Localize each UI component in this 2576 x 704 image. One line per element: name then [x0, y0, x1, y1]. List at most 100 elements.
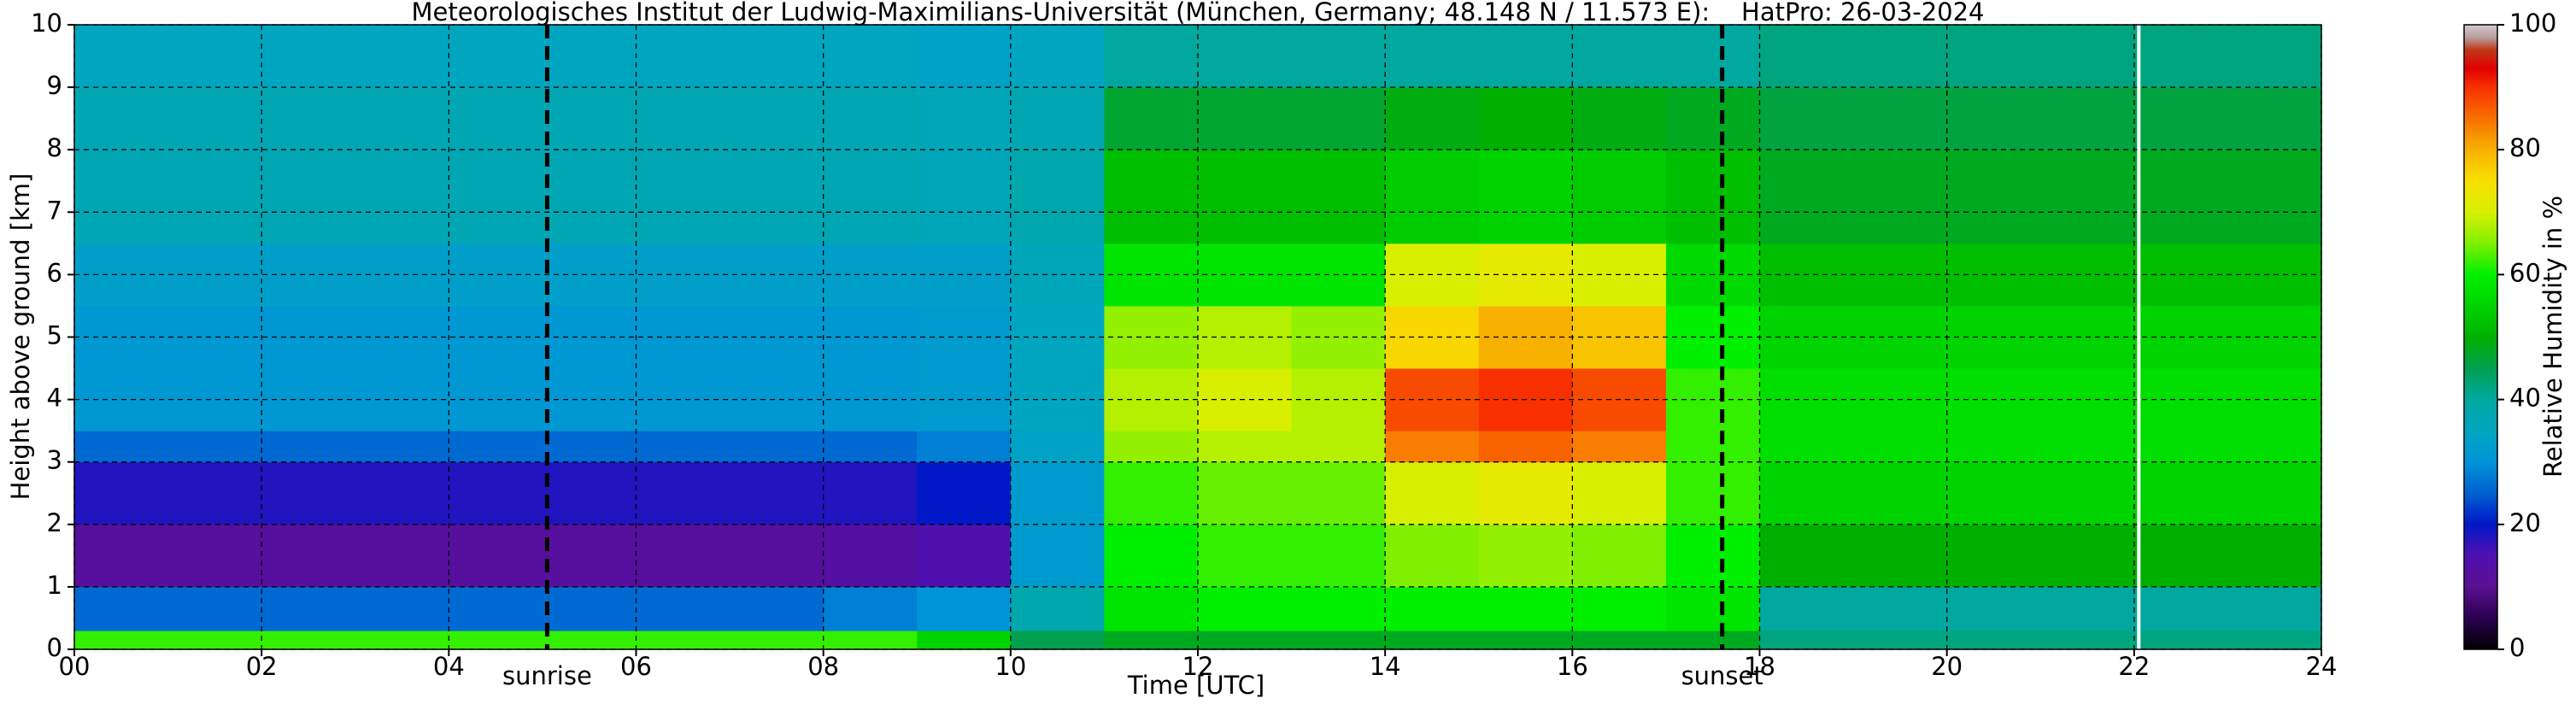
heatmap-cell [1385, 461, 1480, 525]
heatmap-cell [730, 461, 824, 525]
heatmap-cell [1385, 431, 1480, 463]
heatmap-cell [1010, 150, 1105, 244]
heatmap-cell [1853, 524, 1948, 588]
x-tick-label: 24 [2306, 652, 2338, 681]
heatmap-cell [1853, 87, 1948, 150]
heatmap-cell [1198, 586, 1293, 631]
heatmap-cell [823, 25, 918, 88]
x-axis-label: Time [UTC] [1127, 671, 1265, 700]
heatmap-cell [1853, 25, 1948, 88]
heatmap-cell [355, 431, 449, 463]
heatmap-cell [542, 631, 637, 650]
heatmap-cell [1946, 87, 2041, 150]
heatmap-cell [355, 631, 449, 650]
heatmap-cell [1478, 431, 1573, 463]
heatmap-cell [261, 524, 356, 588]
heatmap-cell [1853, 150, 1948, 244]
heatmap-cell [2040, 586, 2135, 631]
heatmap-cell [2227, 150, 2322, 244]
heatmap-cell [167, 87, 262, 150]
colorbar-tick-label: 80 [2509, 133, 2541, 162]
x-tick-label: 00 [59, 652, 91, 681]
heatmap-cell [2227, 431, 2322, 463]
y-tick-label: 6 [47, 258, 62, 287]
heatmap-cell [2040, 25, 2135, 88]
colorbar-tick-label: 60 [2509, 258, 2541, 287]
heatmap-cell [2040, 431, 2135, 463]
heatmap-cell [1946, 150, 2041, 244]
x-tick-label: 08 [807, 652, 839, 681]
heatmap-cell [542, 87, 637, 150]
heatmap-cell [1104, 631, 1199, 650]
heatmap-cell [1104, 87, 1199, 150]
heatmap-cell [2133, 586, 2228, 631]
heatmap-cell [74, 87, 169, 150]
heatmap-cell [1665, 25, 1760, 88]
heatmap-cell [1385, 25, 1480, 88]
heatmap-cell [74, 25, 169, 88]
heatmap-cell [1198, 150, 1293, 244]
heatmap-cell [2133, 524, 2228, 588]
heatmap-cell [917, 524, 1012, 588]
heatmap-cell [74, 150, 169, 244]
heatmap-cell [1291, 25, 1386, 88]
heatmap-cell [1478, 586, 1573, 631]
heatmap-cell [1198, 87, 1293, 150]
heatmap-cell [1291, 586, 1386, 631]
heatmap-cell [2133, 461, 2228, 525]
heatmap-cell [823, 87, 918, 150]
heatmap-cell [167, 25, 262, 88]
heatmap-cell [1572, 150, 1667, 244]
heatmap-cell [2133, 25, 2228, 88]
heatmap-cell [917, 87, 1012, 150]
heatmap-cell [1478, 631, 1573, 650]
chart-title: Meteorologisches Institut der Ludwig-Max… [411, 0, 1984, 26]
heatmap-cell [1478, 524, 1573, 588]
x-tick-label: 18 [1744, 652, 1775, 681]
heatmap-cell [449, 524, 543, 588]
heatmap-cell [2040, 461, 2135, 525]
heatmap-cell [542, 524, 637, 588]
heatmap-cell [1572, 586, 1667, 631]
heatmap-cell [261, 586, 356, 631]
heatmap-cell [1010, 461, 1105, 525]
heatmap-cell [1385, 524, 1480, 588]
y-tick-label: 0 [47, 633, 62, 662]
heatmap-cell [1198, 461, 1293, 525]
heatmap-cell [449, 25, 543, 88]
heatmap-cell [823, 586, 918, 631]
heatmap-cell [1010, 87, 1105, 150]
colorbar-label: Relative Humidity in % [2538, 196, 2567, 478]
heatmap-cell [74, 631, 169, 650]
heatmap-cell [636, 431, 731, 463]
heatmap-cell [730, 631, 824, 650]
heatmap-cell [1759, 524, 1854, 588]
heatmap-cell [730, 586, 824, 631]
heatmap-cell [2133, 150, 2228, 244]
heatmap-cell [167, 631, 262, 650]
heatmap-cell [1665, 431, 1760, 463]
heatmap-cell [636, 586, 731, 631]
heatmap-cell [261, 87, 356, 150]
heatmap-cell [1478, 25, 1573, 88]
heatmap-cell [1853, 431, 1948, 463]
heatmap-cell [1010, 431, 1105, 463]
heatmap-cell [2133, 431, 2228, 463]
heatmap-cell [1104, 586, 1199, 631]
heatmap-cell [917, 150, 1012, 244]
heatmap-cell [730, 87, 824, 150]
colorbar-tick-label: 100 [2509, 9, 2556, 38]
heatmap-cell [636, 25, 731, 88]
heatmap-cell [261, 461, 356, 525]
heatmap-cell [167, 586, 262, 631]
y-tick-label: 8 [47, 133, 62, 162]
heatmap-cell [823, 524, 918, 588]
heatmap-cell [730, 431, 824, 463]
heatmap-cell [1198, 631, 1293, 650]
heatmap-cell [1104, 461, 1199, 525]
x-tick-label: 10 [995, 652, 1026, 681]
heatmap-cell [1572, 631, 1667, 650]
y-tick-label: 4 [47, 384, 62, 413]
heatmap-cell [1665, 87, 1760, 150]
heatmap-cell [2040, 150, 2135, 244]
